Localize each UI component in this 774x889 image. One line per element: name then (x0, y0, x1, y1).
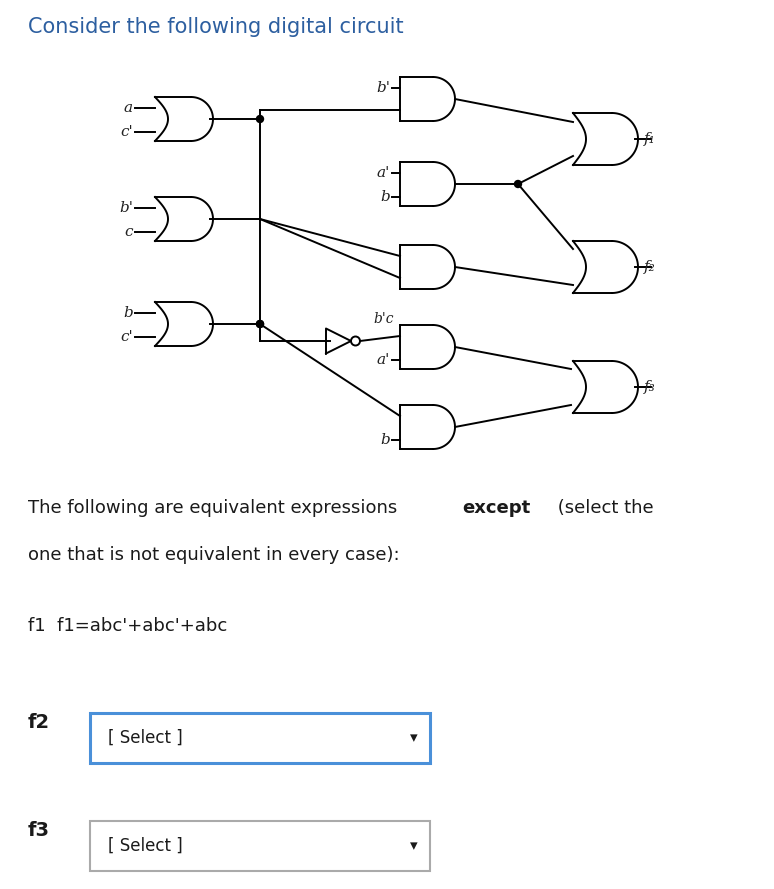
Text: c': c' (120, 125, 133, 139)
Text: f1  f1=abc'+abc'+abc: f1 f1=abc'+abc'+abc (28, 617, 228, 635)
Text: Consider the following digital circuit: Consider the following digital circuit (28, 17, 403, 37)
Text: a': a' (377, 353, 390, 367)
Text: b: b (380, 433, 390, 447)
Text: (select the: (select the (552, 499, 653, 517)
Circle shape (256, 321, 263, 327)
Text: b': b' (376, 81, 390, 95)
Text: f₂: f₂ (644, 260, 656, 274)
Text: b'c: b'c (373, 312, 393, 326)
Text: b': b' (119, 201, 133, 215)
Text: f₃: f₃ (644, 380, 656, 394)
Circle shape (256, 116, 263, 123)
Text: b: b (380, 190, 390, 204)
Text: one that is not equivalent in every case):: one that is not equivalent in every case… (28, 546, 399, 564)
FancyBboxPatch shape (90, 821, 430, 871)
FancyBboxPatch shape (90, 713, 430, 763)
Text: c': c' (120, 330, 133, 344)
Circle shape (515, 180, 522, 188)
Text: f3: f3 (28, 821, 50, 840)
Text: c: c (125, 225, 133, 239)
Text: [ Select ]: [ Select ] (108, 729, 183, 747)
Circle shape (256, 321, 263, 327)
Text: except: except (462, 499, 530, 517)
Text: ▾: ▾ (410, 731, 418, 746)
Text: f₁: f₁ (644, 132, 656, 146)
Text: The following are equivalent expressions: The following are equivalent expressions (28, 499, 403, 517)
Text: a: a (124, 101, 133, 115)
Text: b: b (123, 306, 133, 320)
Text: f2: f2 (28, 713, 50, 732)
Text: a': a' (377, 166, 390, 180)
Text: ▾: ▾ (410, 838, 418, 853)
Text: [ Select ]: [ Select ] (108, 837, 183, 855)
